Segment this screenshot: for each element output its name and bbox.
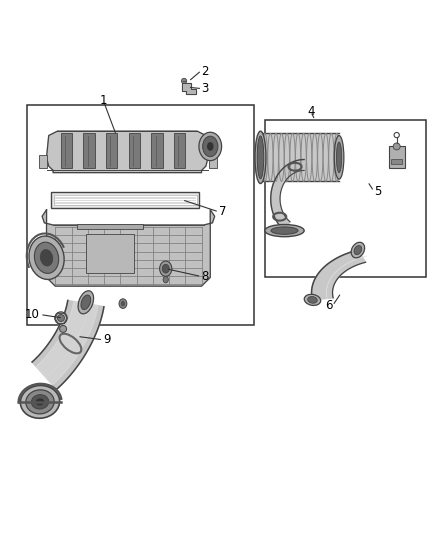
Ellipse shape — [354, 246, 362, 255]
Polygon shape — [271, 159, 304, 231]
Polygon shape — [311, 250, 366, 300]
Ellipse shape — [207, 142, 214, 151]
Circle shape — [393, 143, 400, 150]
Ellipse shape — [308, 296, 317, 303]
Ellipse shape — [159, 261, 172, 276]
Bar — [129, 133, 140, 168]
Ellipse shape — [255, 131, 266, 183]
Bar — [51, 192, 199, 207]
Polygon shape — [36, 302, 98, 385]
Ellipse shape — [35, 398, 44, 406]
Ellipse shape — [31, 394, 49, 409]
Ellipse shape — [271, 227, 298, 235]
Circle shape — [181, 78, 187, 84]
Bar — [60, 133, 72, 168]
Bar — [389, 147, 405, 168]
Bar — [86, 234, 134, 273]
Ellipse shape — [162, 264, 169, 273]
Polygon shape — [42, 210, 215, 286]
Text: 1: 1 — [99, 94, 107, 107]
Ellipse shape — [35, 242, 59, 273]
Text: 8: 8 — [201, 270, 209, 283]
Bar — [261, 133, 339, 181]
Text: 5: 5 — [374, 185, 381, 198]
Text: 6: 6 — [325, 300, 332, 312]
Ellipse shape — [20, 385, 60, 418]
Ellipse shape — [336, 142, 342, 173]
Bar — [53, 195, 197, 205]
Text: 3: 3 — [201, 82, 209, 95]
Bar — [209, 155, 217, 168]
Ellipse shape — [265, 224, 304, 237]
Ellipse shape — [257, 136, 264, 179]
Circle shape — [60, 326, 67, 333]
Ellipse shape — [29, 236, 64, 279]
Ellipse shape — [199, 132, 222, 160]
Bar — [77, 224, 143, 229]
Text: 9: 9 — [103, 333, 111, 346]
Text: 4: 4 — [307, 105, 314, 118]
Polygon shape — [182, 83, 196, 94]
Circle shape — [55, 312, 67, 324]
Ellipse shape — [78, 291, 94, 314]
Polygon shape — [32, 301, 104, 389]
Bar — [265, 120, 426, 277]
Text: 2: 2 — [201, 65, 209, 78]
Bar — [151, 133, 162, 168]
Ellipse shape — [121, 301, 125, 306]
Circle shape — [57, 314, 64, 321]
Bar — [174, 133, 185, 168]
Ellipse shape — [119, 299, 127, 309]
Text: 7: 7 — [219, 205, 226, 219]
Ellipse shape — [351, 243, 365, 258]
Bar — [39, 155, 46, 168]
Ellipse shape — [26, 390, 54, 414]
Bar — [27, 105, 254, 326]
Bar — [106, 133, 117, 168]
Ellipse shape — [40, 249, 53, 266]
Bar — [83, 133, 95, 168]
Ellipse shape — [334, 135, 344, 179]
Text: 10: 10 — [25, 308, 40, 321]
Ellipse shape — [81, 295, 91, 310]
Ellipse shape — [304, 294, 321, 305]
Bar — [392, 159, 403, 164]
Polygon shape — [46, 131, 208, 173]
Ellipse shape — [203, 136, 218, 157]
Ellipse shape — [163, 276, 168, 283]
